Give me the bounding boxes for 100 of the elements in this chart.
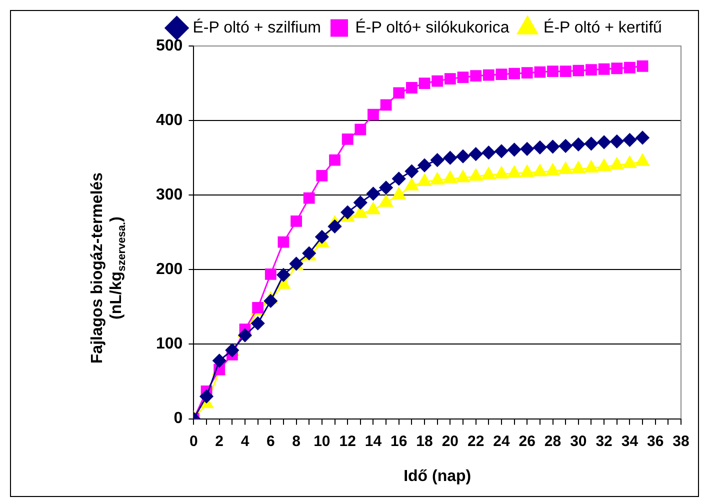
x-tick-label: 16 (390, 432, 408, 450)
point (533, 140, 547, 154)
point (443, 151, 457, 165)
x-tick-label: 6 (266, 432, 275, 450)
point (316, 170, 328, 182)
point (622, 133, 636, 147)
point (379, 194, 393, 207)
point (534, 66, 546, 78)
point (354, 196, 368, 210)
point (521, 67, 533, 79)
point (508, 68, 520, 80)
point (636, 130, 650, 144)
point (533, 164, 547, 176)
point (379, 180, 393, 194)
x-tick-label: 24 (493, 432, 510, 450)
point (482, 167, 496, 180)
x-tick-label: 12 (339, 432, 356, 450)
point (572, 161, 586, 174)
point (558, 139, 572, 153)
point (547, 66, 558, 78)
point (546, 164, 560, 176)
point (508, 142, 522, 156)
point (406, 82, 418, 94)
x-tick-label: 8 (292, 432, 300, 450)
point (264, 294, 278, 308)
point (572, 138, 586, 152)
x-tick-label: 10 (314, 432, 330, 450)
x-tick-label: 0 (190, 432, 198, 450)
point (470, 70, 482, 82)
point (457, 72, 469, 84)
point (404, 164, 418, 178)
x-tick-label: 18 (416, 432, 433, 450)
point (315, 230, 329, 244)
point (251, 316, 265, 330)
point (494, 144, 508, 158)
point (624, 62, 636, 74)
point (432, 75, 444, 87)
point (276, 268, 290, 282)
point (469, 147, 483, 161)
point (328, 220, 342, 234)
point (469, 168, 483, 181)
point (611, 62, 623, 74)
point (342, 134, 354, 145)
point (200, 390, 214, 404)
point (418, 78, 430, 89)
x-tick-label: 34 (621, 432, 639, 450)
point (482, 69, 494, 81)
y-tick-label: 500 (156, 37, 183, 54)
point (597, 135, 611, 149)
point (380, 99, 392, 111)
x-tick-label: 36 (647, 432, 664, 450)
legend-label: É-P oltó+ silókukorica (355, 18, 510, 36)
legend-label: É-P oltó + kertifű (544, 18, 662, 36)
point (586, 64, 597, 76)
point (418, 158, 432, 172)
point (636, 154, 650, 166)
point (584, 136, 598, 150)
y-tick-label: 0 (174, 410, 183, 428)
point (393, 87, 405, 99)
point (496, 68, 508, 80)
point (622, 156, 637, 168)
point (278, 236, 290, 248)
point (572, 64, 584, 76)
point (610, 158, 624, 170)
legend-label: É-P oltó + szilfium (192, 18, 321, 36)
x-tick-label: 4 (240, 432, 250, 450)
point (507, 166, 522, 178)
point (456, 170, 470, 182)
point (366, 202, 380, 214)
x-tick-label: 32 (596, 432, 612, 450)
point (354, 206, 368, 218)
point (520, 142, 534, 156)
point (482, 146, 496, 160)
point (212, 354, 226, 368)
point (354, 124, 366, 136)
x-tick-label: 14 (364, 432, 382, 450)
point (368, 108, 379, 120)
point (598, 63, 610, 75)
point (392, 172, 406, 186)
point (238, 328, 252, 342)
point (636, 60, 648, 72)
point (560, 66, 572, 78)
x-tick-label: 22 (467, 432, 484, 450)
x-tick-label: 20 (442, 432, 459, 450)
point (444, 73, 456, 85)
point (329, 154, 340, 166)
x-tick-label: 30 (570, 432, 587, 450)
x-tick-label: 26 (518, 432, 536, 450)
y-tick-label: 200 (156, 261, 183, 278)
point (456, 150, 470, 164)
x-axis-title: Idő (nap) (404, 468, 472, 485)
point (366, 186, 380, 200)
x-tick-label: 28 (544, 432, 562, 450)
x-tick-label: 2 (215, 432, 224, 450)
point (558, 162, 572, 174)
x-tick-label: 38 (672, 432, 690, 450)
point (520, 165, 534, 177)
y-tick-label: 400 (156, 112, 183, 129)
y-tick-label: 300 (156, 186, 183, 204)
point (546, 140, 560, 154)
